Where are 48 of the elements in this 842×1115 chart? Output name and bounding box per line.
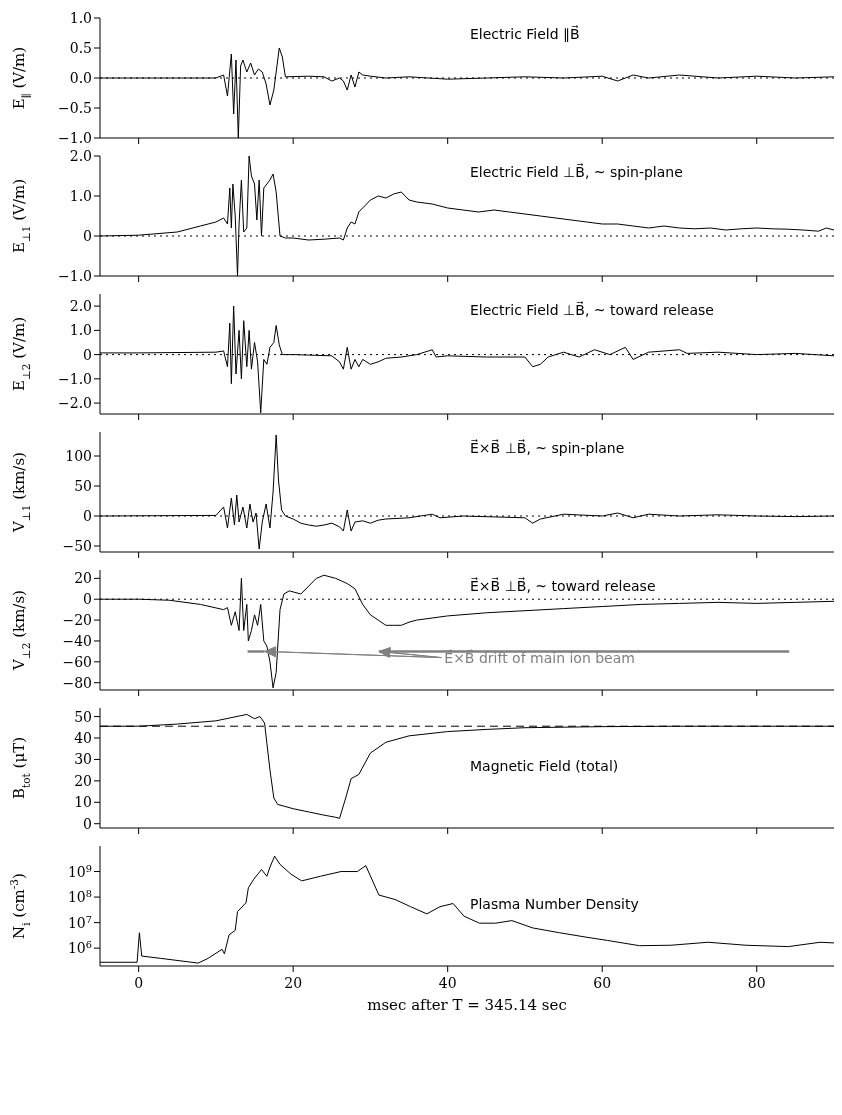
x-tick-label: 0 [134, 975, 144, 991]
y-tick-label: 1.0 [69, 10, 92, 26]
y-tick-label: −60 [62, 653, 92, 670]
x-tick-label: 80 [747, 975, 766, 991]
y-tick-label: −50 [62, 538, 92, 554]
y-tick-label: 0 [83, 591, 92, 608]
y-tick-label: 40 [74, 730, 92, 746]
y-tick-label: −80 [62, 674, 92, 691]
y-tick-label: 2.0 [69, 148, 92, 164]
y-tick-label: 0 [83, 346, 92, 363]
text: E⃗×B⃗ ⊥B⃗, ~ spin-plane [470, 440, 625, 456]
y-tick-label: 50 [74, 708, 92, 725]
x-axis-title: msec after T = 345.14 sec [367, 996, 567, 1014]
y-tick-label: −2.0 [58, 395, 92, 412]
annotation: E⃗×B⃗ drift of main ion beam [444, 649, 635, 666]
y-tick-label: −20 [62, 612, 92, 629]
y-tick-label: 20 [74, 570, 92, 587]
x-tick-label: 60 [593, 975, 612, 991]
y-tick-label: 0 [83, 228, 92, 244]
y-tick-label: 2.0 [69, 298, 92, 315]
y-tick-label: 10$^{6}$ [67, 938, 92, 957]
text: Electric Field ⊥B⃗, ~ toward release [470, 302, 714, 318]
y-tick-label: 10$^{7}$ [67, 913, 92, 931]
y-tick-label: 0.0 [69, 70, 92, 86]
y-tick-label: 1.0 [69, 322, 92, 339]
y-tick-label: 10$^{8}$ [67, 887, 92, 906]
y-tick-label: 10 [74, 794, 92, 811]
y-tick-label: 0 [83, 508, 92, 524]
x-tick-label: 40 [438, 975, 457, 991]
y-tick-label: 0.5 [69, 40, 92, 56]
y-tick-label: 10$^{9}$ [67, 862, 92, 880]
y-tick-label: −0.5 [58, 100, 92, 116]
text: Plasma Number Density [470, 896, 639, 912]
y-tick-label: 100 [65, 448, 92, 464]
text: Magnetic Field (total) [470, 758, 619, 774]
y-tick-label: 30 [74, 751, 92, 768]
y-tick-label: 20 [74, 772, 92, 789]
y-tick-label: −1.0 [58, 130, 92, 146]
text: E⃗×B⃗ ⊥B⃗, ~ toward release [470, 578, 656, 594]
y-tick-label: −1.0 [58, 268, 92, 284]
y-tick-label: 1.0 [69, 188, 92, 204]
text: Electric Field ⊥B⃗, ~ spin-plane [470, 164, 683, 180]
text: Electric Field ∥B⃗ [470, 26, 580, 42]
x-tick-label: 20 [284, 975, 303, 991]
y-tick-label: 50 [74, 478, 92, 494]
y-tick-label: 0 [83, 815, 92, 832]
y-tick-label: −1.0 [58, 370, 92, 387]
y-tick-label: −40 [62, 632, 92, 649]
